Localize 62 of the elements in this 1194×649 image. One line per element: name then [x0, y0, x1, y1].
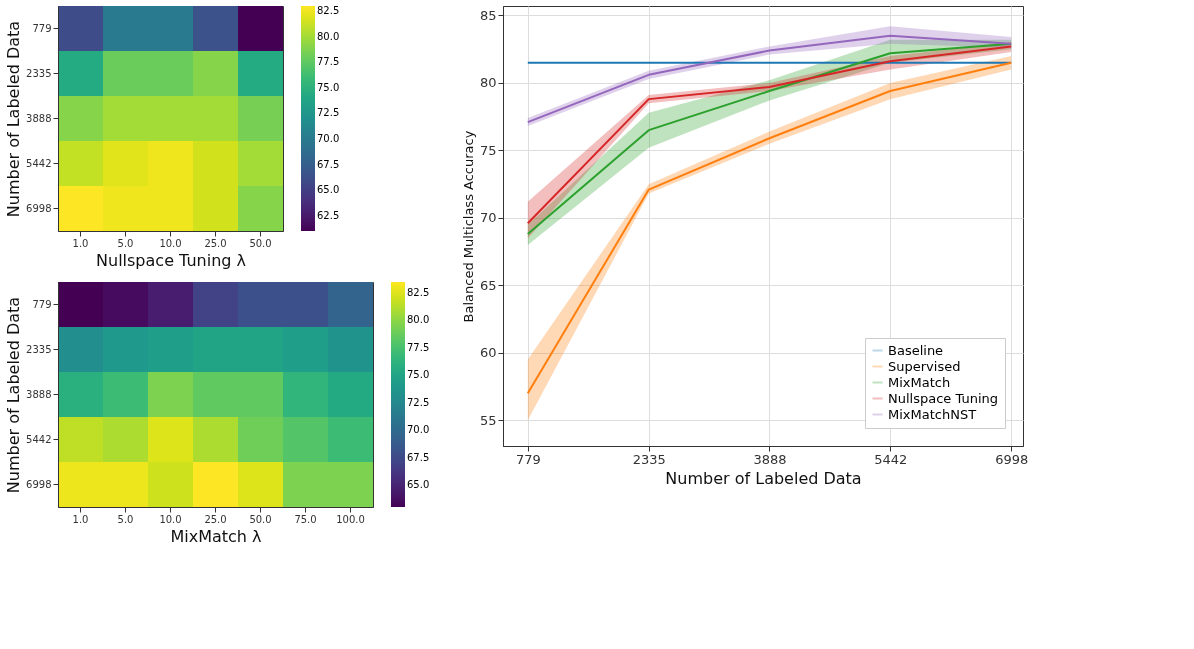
- y-tick-label: 70: [479, 210, 497, 226]
- y-tick-label: 6998: [26, 478, 52, 490]
- color-bar-label: 62.5: [317, 209, 340, 221]
- color-bar-label: 75.0: [317, 81, 340, 93]
- color-bar-label: 77.5: [407, 341, 430, 353]
- legend-label: Baseline: [888, 342, 944, 358]
- color-bar-label: 82.5: [407, 286, 430, 298]
- x-axis-title: Number of Labeled Data: [665, 468, 862, 488]
- color-bar-label: 82.5: [317, 5, 340, 17]
- x-tick-label: 10.0: [159, 513, 182, 525]
- y-axis-title: Balanced Multiclass Accuracy: [460, 130, 476, 323]
- y-tick-label: 3888: [26, 112, 52, 124]
- y-tick-label: 2335: [26, 67, 52, 79]
- color-bar-label: 75.0: [407, 369, 430, 381]
- color-bar-label: 67.5: [317, 158, 340, 170]
- y-tick-label: 2335: [26, 343, 52, 355]
- legend-label: MixMatchNST: [888, 406, 977, 422]
- x-axis-title: MixMatch λ: [170, 526, 262, 546]
- color-bar-label: 65.0: [317, 184, 340, 196]
- x-tick-label: 75.0: [294, 513, 317, 525]
- x-tick-label: 2335: [632, 451, 666, 467]
- color-bar-label: 80.0: [407, 314, 430, 326]
- x-tick-label: 100.0: [336, 513, 365, 525]
- y-tick-label: 60: [479, 345, 497, 361]
- y-tick-label: 55: [479, 412, 497, 428]
- x-tick-label: 25.0: [204, 513, 227, 525]
- x-tick-label: 10.0: [159, 237, 182, 249]
- y-tick-label: 3888: [26, 388, 52, 400]
- x-tick-label: 1.0: [72, 513, 89, 525]
- x-tick-label: 50.0: [249, 237, 272, 249]
- color-bar-label: 80.0: [317, 30, 340, 42]
- y-tick-label: 75: [479, 142, 497, 158]
- legend-label: MixMatch: [888, 374, 951, 390]
- y-tick-label: 85: [479, 7, 497, 23]
- x-tick-label: 6998: [995, 451, 1029, 467]
- y-tick-label: 80: [479, 75, 497, 91]
- y-tick-label: 5442: [26, 157, 52, 169]
- color-bar-label: 65.0: [407, 479, 430, 491]
- y-tick-label: 5442: [26, 433, 52, 445]
- x-tick-label: 5.0: [117, 237, 134, 249]
- color-bar-label: 72.5: [317, 107, 340, 119]
- x-tick-label: 779: [515, 451, 541, 467]
- x-tick-label: 25.0: [204, 237, 227, 249]
- color-bar-label: 70.0: [407, 424, 430, 436]
- y-tick-label: 65: [479, 277, 497, 293]
- color-bar-label: 72.5: [407, 396, 430, 408]
- color-bar-label: 70.0: [317, 132, 340, 144]
- y-axis-title: Number of Labeled Data: [4, 296, 24, 494]
- x-tick-label: 5442: [874, 451, 908, 467]
- color-bar-label: 77.5: [317, 56, 340, 68]
- color-bar-label: 67.5: [407, 451, 430, 463]
- y-tick-label: 779: [32, 298, 52, 310]
- x-tick-label: 1.0: [72, 237, 89, 249]
- x-tick-label: 3888: [753, 451, 787, 467]
- y-tick-label: 6998: [26, 202, 52, 214]
- legend-label: Supervised: [888, 358, 961, 374]
- x-tick-label: 50.0: [249, 513, 272, 525]
- x-tick-label: 5.0: [117, 513, 134, 525]
- y-tick-label: 779: [32, 22, 52, 34]
- y-axis-title: Number of Labeled Data: [4, 20, 24, 218]
- legend-label: Nullspace Tuning: [888, 390, 999, 406]
- x-axis-title: Nullspace Tuning λ: [96, 250, 246, 270]
